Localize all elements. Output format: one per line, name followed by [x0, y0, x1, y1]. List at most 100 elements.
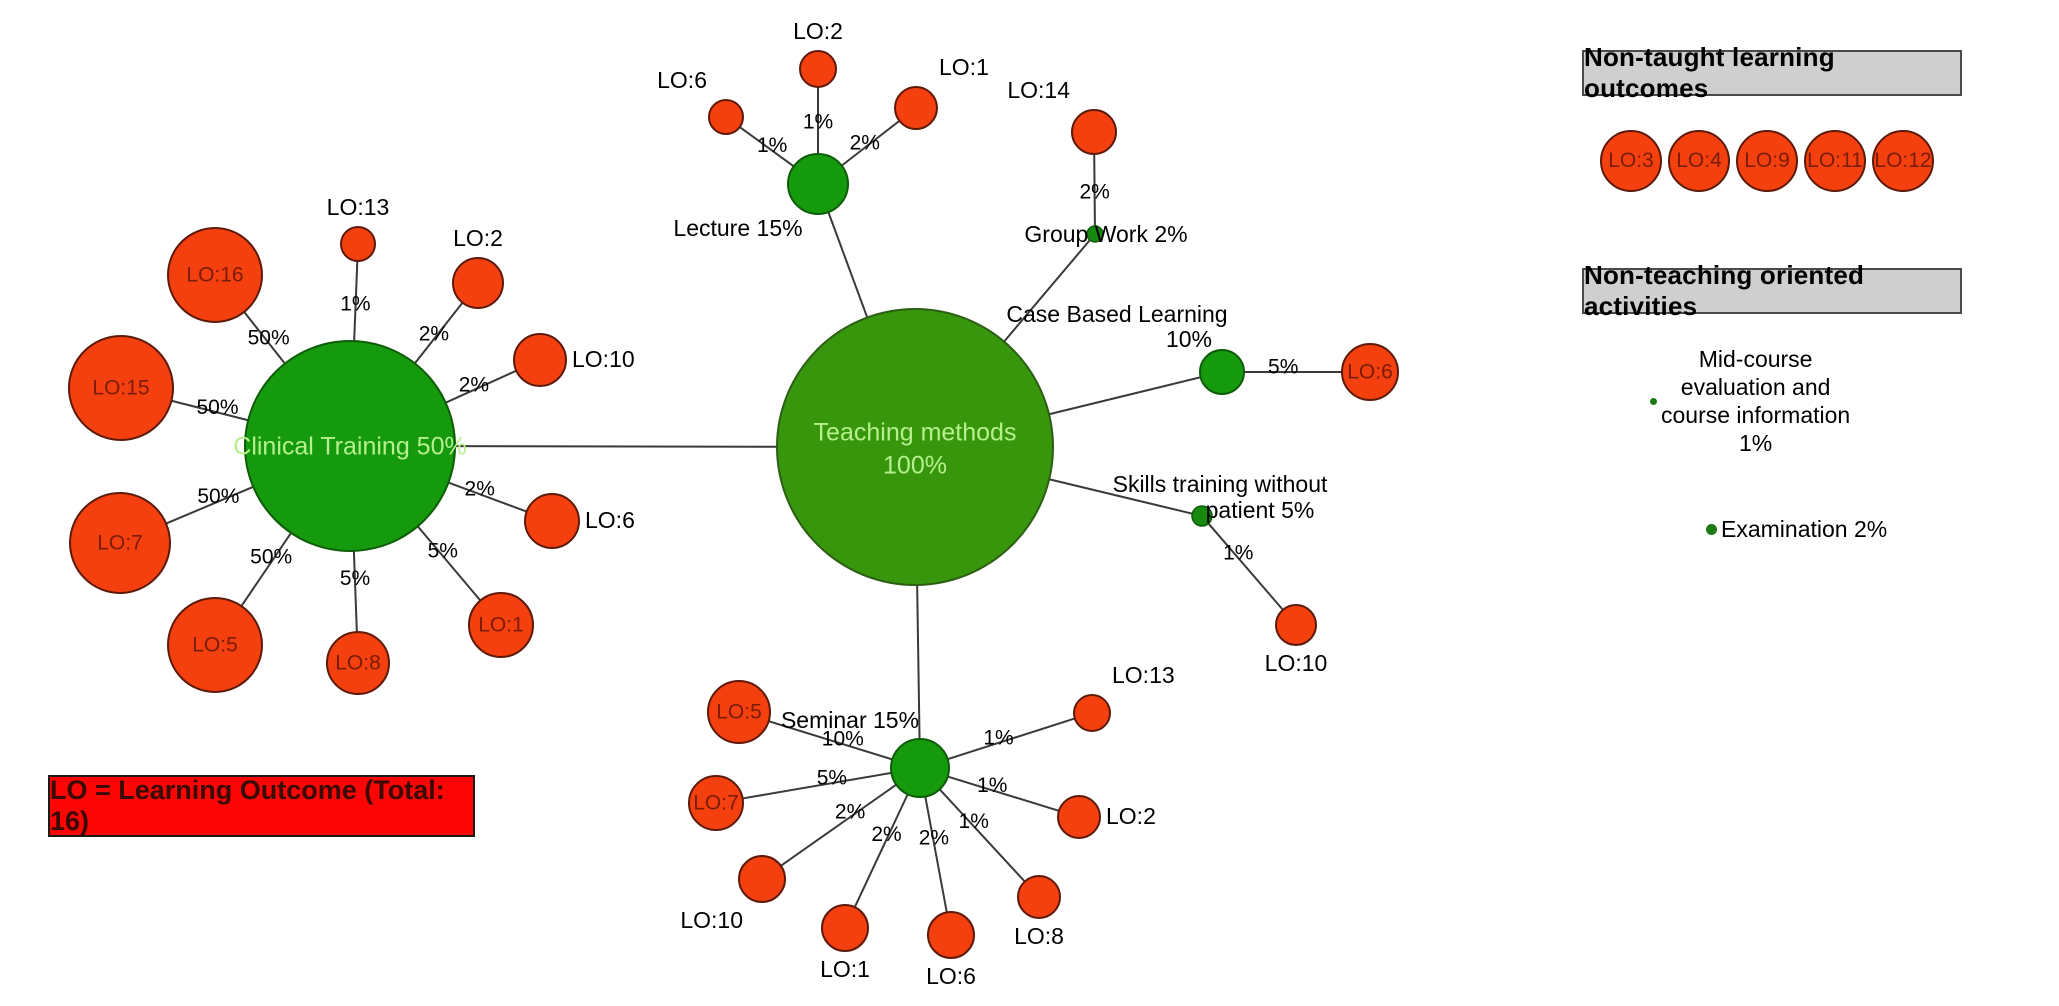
legend-non-taught-learning-outcomes-header: Non-taught learning outcomes [1582, 42, 1962, 103]
lo-node-label: LO:6 [1347, 361, 1393, 384]
node-case-based-learning-label-line2: 10% [1166, 326, 1212, 352]
edge-line [171, 399, 249, 422]
lo-node-caption: LO:6 [657, 67, 707, 93]
node-seminar[interactable] [890, 738, 950, 798]
edge-weight-label: 2% [835, 801, 865, 824]
lo-node[interactable] [167, 227, 263, 323]
lo-node-caption: LO:1 [820, 956, 870, 982]
edge-line [165, 485, 254, 525]
lo-node[interactable] [468, 592, 534, 658]
lo-node-label: LO:5 [192, 634, 238, 657]
lo-node-label: LO:8 [335, 652, 381, 675]
edge-line [780, 783, 897, 867]
legend-lo-definition-banner: LO = Learning Outcome (Total: 16) [48, 775, 475, 837]
node-skills-training-label-line2: patient 5% [1206, 497, 1315, 523]
lo-node[interactable] [524, 493, 580, 549]
lo-node[interactable] [1341, 343, 1399, 401]
edge-line [414, 302, 464, 365]
node-labels-layer: Teaching methods 100% Clinical Training 50… [92, 18, 1392, 989]
lo-node[interactable] [894, 86, 938, 130]
node-clinical-training-label: Clinical Training 50% [233, 433, 466, 461]
legend-non-taught-lo-chips: LO:3 LO:4 LO:9 LO:11 LO:12 [1600, 130, 1934, 192]
node-skills-training[interactable] [1191, 505, 1213, 527]
lo-node-label: LO:7 [97, 532, 143, 555]
edge-weight-label: 2% [465, 478, 495, 501]
lo-node-caption: LO:13 [327, 194, 390, 220]
edge-weight-label: 1% [803, 111, 833, 134]
edge-weight-label: 2% [919, 826, 949, 849]
lo-node[interactable] [738, 855, 786, 903]
edge-weight-label: 1% [340, 293, 370, 316]
edge-line [768, 720, 893, 761]
lo-node[interactable] [326, 631, 390, 695]
node-group-work-label: Group Work 2% [1024, 221, 1187, 247]
edge-weight-label: 2% [871, 823, 901, 846]
edge-weight-label: 2% [850, 131, 880, 154]
lo-node-caption: LO:10 [1265, 650, 1328, 676]
edge-weight-label: 1% [757, 134, 787, 157]
activity-label-examination: Examination 2% [1721, 516, 1888, 542]
edge-weight-label: 10% [822, 728, 864, 751]
node-teaching-methods-label: Teaching methods [814, 419, 1017, 447]
edge-line [1003, 239, 1091, 343]
node-group-work[interactable] [1086, 225, 1104, 243]
lo-node[interactable] [68, 335, 174, 441]
legend-lo-chip: LO:12 [1872, 130, 1934, 192]
green-dot-icon-small [1650, 397, 1657, 405]
edge-line [353, 260, 359, 342]
edge-weight-label: 1% [977, 774, 1007, 797]
node-clinical-training[interactable] [244, 340, 456, 552]
edge-line [739, 126, 795, 168]
node-lecture-label: Lecture 15% [673, 215, 802, 241]
lo-node[interactable] [69, 492, 171, 594]
edge-line [445, 369, 517, 404]
legend-lo-definition-text: LO = Learning Outcome (Total: 16) [50, 775, 445, 836]
lo-node[interactable] [688, 775, 744, 831]
edge-line [938, 788, 1026, 883]
node-teaching-methods[interactable] [776, 308, 1054, 586]
lo-node[interactable] [513, 333, 567, 387]
lo-node[interactable] [452, 257, 504, 309]
lo-node[interactable] [1073, 694, 1111, 732]
legend-lo-chip: LO:3 [1600, 130, 1662, 192]
edge-line [1048, 376, 1201, 416]
lo-node[interactable] [340, 226, 376, 262]
lo-node[interactable] [707, 680, 771, 744]
lo-node-caption: LO:14 [1007, 77, 1070, 103]
node-skills-training-label: Skills training without [1113, 471, 1328, 497]
node-teaching-methods-value: 100% [883, 452, 947, 480]
lo-node[interactable] [1275, 604, 1317, 646]
lo-node-caption: LO:6 [926, 963, 976, 989]
legend-lo-chip: LO:4 [1668, 130, 1730, 192]
edge-line [841, 120, 901, 167]
edge-weight-label: 50% [250, 546, 292, 569]
lo-node[interactable] [799, 50, 837, 88]
edge-weight-label: 2% [459, 373, 489, 396]
activity-label-mid-course-evaluation: Mid-course evaluation and course informati… [1661, 346, 1851, 457]
nodes-layer [68, 50, 1399, 959]
lo-node[interactable] [708, 99, 744, 135]
edge-weight-label: 1% [1223, 542, 1253, 565]
lo-node-caption: LO:1 [939, 54, 989, 80]
lo-node-caption: LO:10 [572, 346, 635, 372]
edge-line [352, 550, 358, 633]
lo-node[interactable] [927, 911, 975, 959]
lo-node[interactable] [1057, 795, 1101, 839]
edge-weight-label: 50% [197, 485, 239, 508]
lo-node-caption: LO:6 [585, 507, 635, 533]
legend-non-teaching-title: Non-teaching oriented activities [1584, 260, 1865, 321]
lo-node[interactable] [1071, 109, 1117, 155]
edge-line [742, 771, 892, 800]
edge-weight-label: 5% [340, 567, 370, 590]
node-case-based-learning[interactable] [1199, 349, 1245, 395]
lo-node[interactable] [1017, 875, 1061, 919]
lo-node-caption: LO:2 [1106, 803, 1156, 829]
edge-line [853, 793, 909, 908]
edge-line [924, 796, 948, 913]
node-lecture[interactable] [787, 153, 849, 215]
lo-node[interactable] [821, 904, 869, 952]
edge-weight-label: 2% [419, 323, 449, 346]
edge-labels-layer: 50% 1% 2% 2% 50% 2% 50% 5% 50% 5% 1% 1% 2% 2% 5% 1% 10% 1… [196, 111, 1298, 850]
lo-node[interactable] [167, 597, 263, 693]
